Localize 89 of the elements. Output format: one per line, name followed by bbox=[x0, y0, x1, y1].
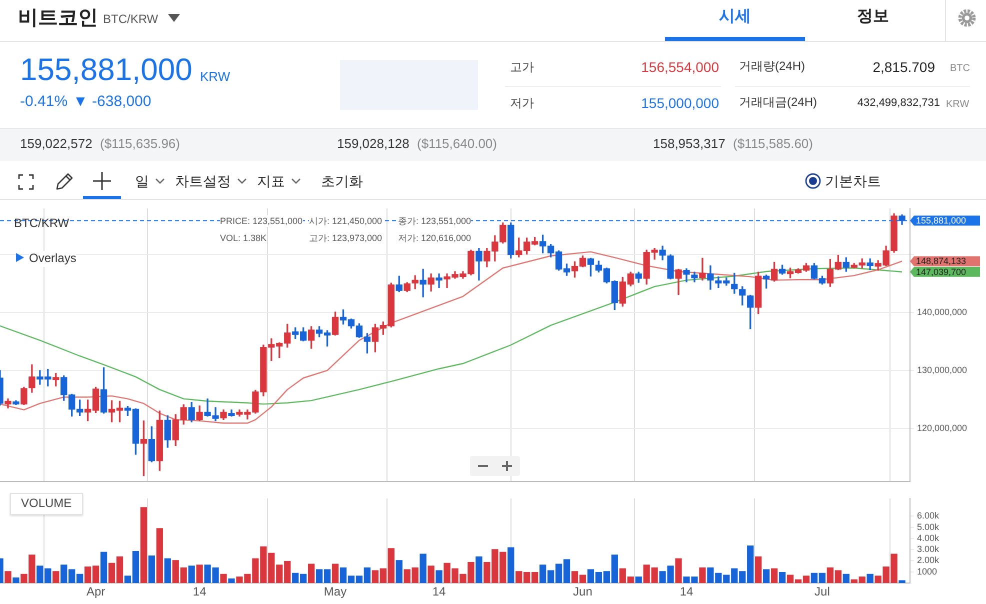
text: ▼ -638,000 bbox=[73, 93, 152, 110]
x-tick-label: 14 bbox=[680, 584, 694, 599]
text: ($115,585.60) bbox=[733, 136, 813, 152]
data-label: 148,874,133 bbox=[916, 256, 966, 266]
bar bbox=[100, 552, 108, 583]
bar bbox=[140, 507, 148, 583]
bar bbox=[148, 556, 155, 583]
y-tick-label: 120,000,000 bbox=[917, 422, 968, 433]
bar bbox=[12, 577, 20, 583]
bar bbox=[308, 564, 315, 583]
x-tick-label: 14 bbox=[192, 584, 207, 599]
bar bbox=[770, 568, 778, 583]
x-tick-label: May bbox=[324, 584, 347, 599]
annotation: PRICE: 123,551,000 bbox=[220, 215, 303, 228]
y-tick-label: 1000 bbox=[917, 566, 938, 576]
bar bbox=[699, 567, 706, 583]
text: 정보 bbox=[857, 8, 889, 26]
annotation: 종가: 123,551,000 bbox=[398, 215, 472, 228]
data-label: 147,039,700 bbox=[916, 266, 966, 277]
text: 거래대금(24H) bbox=[739, 95, 818, 110]
text: 고가 bbox=[510, 60, 534, 75]
text: KRW bbox=[200, 69, 230, 85]
y-tick-label: 5.00k bbox=[917, 522, 940, 532]
bar bbox=[220, 574, 227, 583]
text: ($115,635.96) bbox=[100, 136, 180, 152]
text: 2,815.709 bbox=[872, 59, 935, 76]
bar bbox=[755, 556, 762, 583]
y-tick-label: 140,000,000 bbox=[917, 307, 968, 318]
text: BTC bbox=[950, 63, 970, 74]
text: 저가 bbox=[510, 96, 534, 111]
annotation: 시가: 121,450,000 bbox=[309, 215, 382, 228]
annotation: Overlays bbox=[29, 251, 76, 267]
bar bbox=[428, 566, 434, 583]
bar bbox=[436, 570, 442, 583]
ref-line-label: 155,881,000 bbox=[916, 216, 966, 226]
text: 차트설정 bbox=[175, 173, 231, 190]
text: ($115,640.00) bbox=[417, 136, 497, 152]
bar bbox=[188, 566, 195, 583]
y-tick-label: 6.00k bbox=[917, 510, 940, 521]
text: 초기화 bbox=[321, 173, 363, 190]
bar bbox=[332, 564, 339, 583]
text: 지표 bbox=[257, 173, 285, 190]
bar bbox=[396, 560, 402, 583]
text: 일 bbox=[135, 173, 149, 190]
candlestick bbox=[420, 268, 426, 298]
bar bbox=[420, 554, 426, 583]
annotation: 고가: 123,973,000 bbox=[309, 232, 382, 244]
candlestick bbox=[436, 273, 442, 288]
annotation: VOL: 1.38K bbox=[220, 232, 267, 244]
text: 비트코인 bbox=[18, 7, 98, 30]
text: KRW bbox=[946, 99, 970, 110]
text: BTC/KRW bbox=[103, 12, 158, 27]
chart-title: VOLUME bbox=[10, 493, 83, 515]
text: 155,000,000 bbox=[641, 95, 719, 112]
y-tick-label: 130,000,000 bbox=[917, 364, 968, 375]
text: -0.41% bbox=[20, 93, 68, 110]
bar bbox=[476, 556, 482, 583]
bar bbox=[842, 574, 850, 583]
x-tick-label: Jul bbox=[814, 584, 830, 599]
x-tick-label: Apr bbox=[86, 584, 106, 599]
text: 159,022,572 bbox=[20, 136, 92, 152]
bar bbox=[866, 574, 874, 583]
bar bbox=[156, 528, 163, 583]
text: 시세 bbox=[719, 8, 751, 26]
bar bbox=[635, 576, 642, 583]
text: 432,499,832,731 bbox=[857, 97, 940, 110]
y-tick-label: 3.00k bbox=[917, 544, 940, 554]
bar bbox=[52, 571, 60, 583]
y-tick-label: 4.00k bbox=[917, 532, 940, 543]
bar bbox=[675, 558, 682, 583]
bar bbox=[228, 578, 235, 583]
text: 기본차트 bbox=[825, 173, 881, 190]
text: 155,881,000 bbox=[20, 52, 192, 88]
candlestick bbox=[699, 258, 706, 281]
x-tick-label: Jun bbox=[573, 584, 592, 599]
bar bbox=[762, 569, 770, 583]
x-tick-label: 14 bbox=[432, 584, 446, 599]
bar bbox=[164, 558, 171, 583]
text: 156,554,000 bbox=[641, 59, 719, 76]
text: BTC/KRW bbox=[14, 216, 70, 231]
text: 158,953,317 bbox=[653, 136, 726, 152]
text: 거래량(24H) bbox=[739, 59, 806, 74]
bar bbox=[508, 547, 514, 583]
y-tick-label: 2.00k bbox=[917, 555, 940, 566]
bar bbox=[778, 572, 786, 583]
annotation: 저가: 120,616,000 bbox=[398, 232, 472, 244]
text: 159,028,128 bbox=[337, 136, 410, 152]
bar bbox=[898, 580, 906, 583]
bar bbox=[196, 564, 203, 583]
